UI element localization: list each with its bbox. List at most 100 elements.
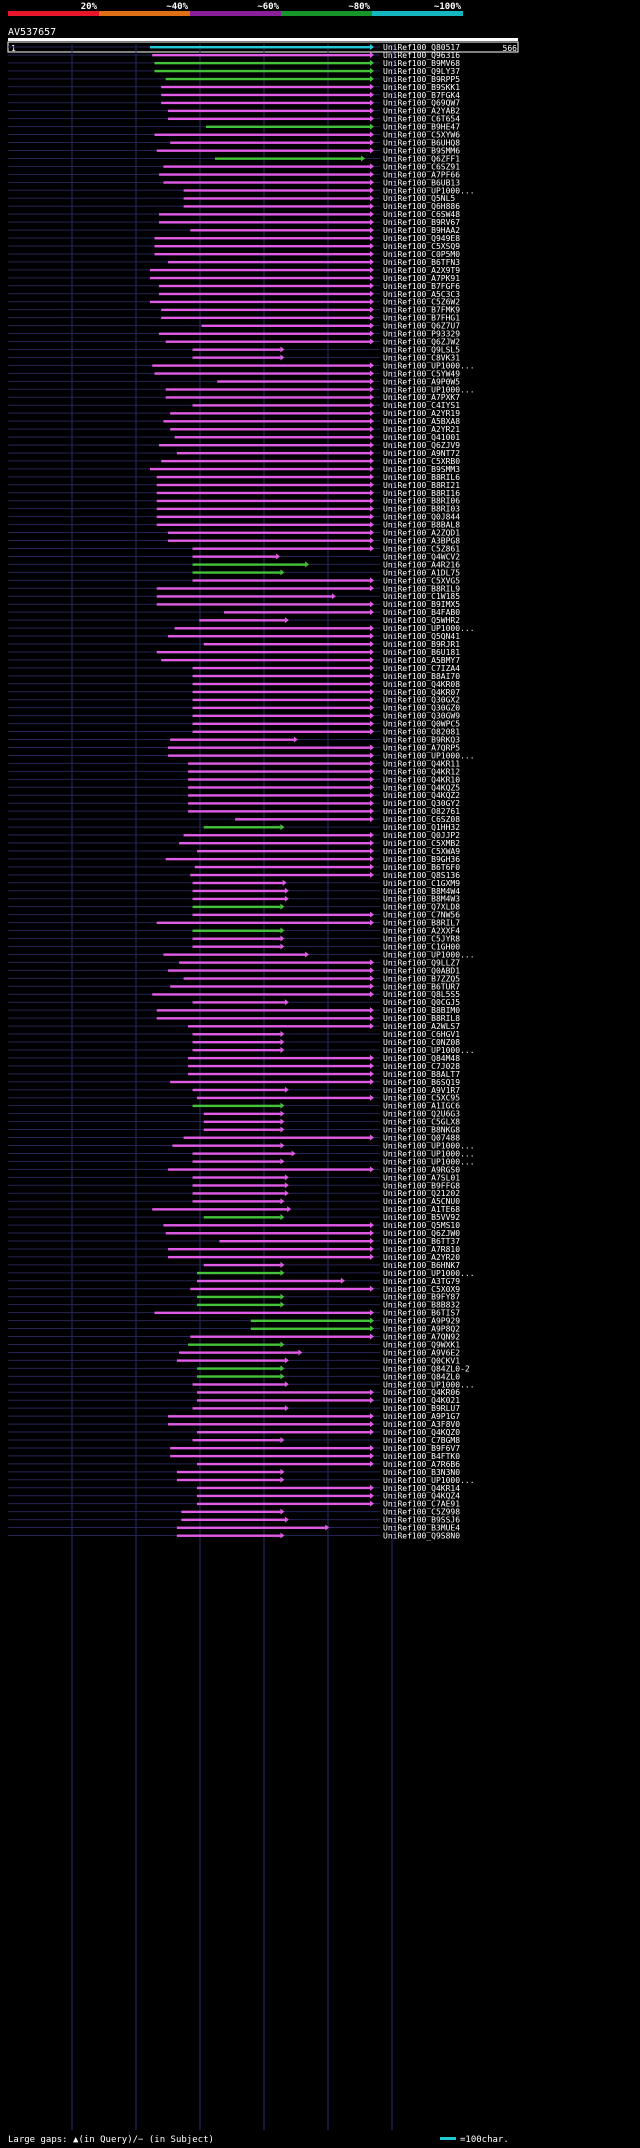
hit-bar[interactable]	[158, 173, 370, 176]
hit-label[interactable]: UniRef100_Q4K021	[383, 1396, 460, 1405]
hit-label[interactable]: UniRef100_B8RI06	[383, 497, 460, 506]
hit-label[interactable]: UniRef100_B8NKG8	[383, 1126, 460, 1135]
hit-label[interactable]: UniRef100_Q96316	[383, 51, 460, 60]
hit-bar[interactable]	[179, 1351, 299, 1354]
hit-label[interactable]: UniRef100_C7BGM8	[383, 1436, 460, 1445]
hit-label[interactable]: UniRef100_Q84ZL0	[383, 1372, 460, 1381]
hit-label[interactable]: UniRef100_UP1000...	[383, 361, 475, 370]
hit-bar[interactable]	[170, 412, 370, 415]
hit-bar[interactable]	[192, 730, 370, 733]
hit-bar[interactable]	[197, 1431, 370, 1434]
hit-label[interactable]: UniRef100_B7FMK9	[383, 306, 460, 315]
hit-label[interactable]: UniRef100_Q6ZJV9	[383, 441, 460, 450]
hit-bar[interactable]	[188, 1064, 370, 1068]
hit-bar[interactable]	[192, 698, 370, 702]
hit-label[interactable]: UniRef100_A2YR21	[383, 425, 460, 434]
hit-bar[interactable]	[188, 770, 370, 773]
hit-bar[interactable]	[161, 658, 370, 662]
hit-label[interactable]: UniRef100_Q5QN41	[383, 632, 460, 641]
hit-bar[interactable]	[190, 1287, 370, 1291]
hit-bar[interactable]	[250, 1319, 370, 1322]
hit-bar[interactable]	[165, 388, 370, 391]
hit-bar[interactable]	[150, 300, 370, 304]
hit-bar[interactable]	[154, 1311, 370, 1315]
hit-bar[interactable]	[158, 332, 370, 335]
hit-bar[interactable]	[192, 563, 306, 566]
hit-label[interactable]: UniRef100_A7R6B6	[383, 1460, 460, 1469]
hit-label[interactable]: UniRef100_Q4KR08	[383, 680, 460, 689]
hit-label[interactable]: UniRef100_B9GH36	[383, 855, 460, 864]
hit-label[interactable]: UniRef100_Q0J844	[383, 513, 460, 522]
hit-label[interactable]: UniRef100_C6HGV1	[383, 1030, 460, 1039]
hit-bar[interactable]	[192, 1200, 281, 1203]
hit-label[interactable]: UniRef100_B9FFG8	[383, 1181, 460, 1190]
hit-label[interactable]: UniRef100_A2X9T9	[383, 266, 460, 275]
hit-label[interactable]: UniRef100_B9RJR1	[383, 640, 460, 649]
hit-bar[interactable]	[152, 364, 370, 367]
hit-label[interactable]: UniRef100_B8M4W4	[383, 887, 460, 896]
hit-label[interactable]: UniRef100_B9RLU7	[383, 1404, 460, 1413]
hit-bar[interactable]	[199, 619, 285, 622]
hit-bar[interactable]	[192, 1383, 285, 1386]
hit-label[interactable]: UniRef100_Q41001	[383, 433, 460, 442]
hit-bar[interactable]	[197, 1486, 370, 1490]
hit-label[interactable]: UniRef100_UP1000...	[383, 1141, 475, 1150]
hit-label[interactable]: UniRef100_UP1000...	[383, 1269, 475, 1278]
hit-bar[interactable]	[176, 1478, 281, 1482]
hit-bar[interactable]	[170, 1454, 370, 1458]
hit-bar[interactable]	[156, 483, 370, 487]
hit-label[interactable]: UniRef100_C0P5M0	[383, 250, 460, 259]
hit-label[interactable]: UniRef100_C5YW49	[383, 369, 460, 378]
hit-bar[interactable]	[152, 53, 370, 57]
hit-label[interactable]: UniRef100_A7PXK7	[383, 393, 460, 402]
hit-bar[interactable]	[192, 547, 370, 550]
hit-label[interactable]: UniRef100_Q6ZJW2	[383, 338, 460, 347]
hit-label[interactable]: UniRef100_B8RIL8	[383, 1014, 460, 1023]
hit-label[interactable]: UniRef100_B9SMM6	[383, 146, 460, 155]
hit-label[interactable]: UniRef100_A5C3C3	[383, 290, 460, 299]
hit-bar[interactable]	[167, 1255, 370, 1259]
hit-bar[interactable]	[192, 722, 370, 725]
hit-label[interactable]: UniRef100_Q30GX2	[383, 696, 460, 705]
hit-label[interactable]: UniRef100_Q69QW7	[383, 99, 460, 108]
hit-label[interactable]: UniRef100_B4FAB0	[383, 608, 460, 617]
hit-bar[interactable]	[188, 786, 370, 789]
hit-bar[interactable]	[192, 945, 281, 948]
hit-bar[interactable]	[183, 1136, 370, 1139]
hit-label[interactable]: UniRef100_B5VV92	[383, 1213, 460, 1222]
hit-label[interactable]: UniRef100_Q4KR06	[383, 1388, 460, 1397]
hit-label[interactable]: UniRef100_B8BAL8	[383, 521, 460, 530]
hit-label[interactable]: UniRef100_Q9LLZ7	[383, 958, 460, 967]
hit-bar[interactable]	[192, 913, 370, 917]
hit-bar[interactable]	[192, 1041, 281, 1044]
hit-label[interactable]: UniRef100_A9P0W5	[383, 377, 460, 386]
hit-label[interactable]: UniRef100_A2YAB2	[383, 107, 460, 116]
hit-bar[interactable]	[176, 1534, 281, 1537]
hit-label[interactable]: UniRef100_A5BXA8	[383, 417, 460, 426]
hit-label[interactable]: UniRef100_Q0ABD1	[383, 966, 460, 975]
hit-bar[interactable]	[192, 929, 281, 932]
hit-bar[interactable]	[183, 189, 370, 192]
hit-bar[interactable]	[183, 834, 370, 837]
hit-label[interactable]: UniRef100_B9RV67	[383, 218, 460, 227]
hit-bar[interactable]	[158, 221, 370, 224]
hit-label[interactable]: UniRef100_A2ZQD1	[383, 529, 460, 538]
hit-label[interactable]: UniRef100_UP1000...	[383, 1046, 475, 1055]
hit-label[interactable]: UniRef100_Q0WPC5	[383, 720, 460, 729]
hit-label[interactable]: UniRef100_A2XXF4	[383, 927, 460, 936]
hit-label[interactable]: UniRef100_B6T6F0	[383, 863, 460, 872]
hit-label[interactable]: UniRef100_A5CNU0	[383, 1197, 460, 1206]
hit-label[interactable]: UniRef100_B9MV68	[383, 59, 460, 68]
hit-label[interactable]: UniRef100_C7NW56	[383, 911, 460, 920]
hit-label[interactable]: UniRef100_A7R810	[383, 1245, 460, 1254]
hit-bar[interactable]	[156, 595, 332, 598]
hit-bar[interactable]	[192, 579, 370, 582]
hit-label[interactable]: UniRef100_Q30GW9	[383, 712, 460, 721]
hit-label[interactable]: UniRef100_Q8L5S5	[383, 990, 460, 999]
hit-label[interactable]: UniRef100_Q4KQZ0	[383, 1428, 460, 1437]
hit-label[interactable]: UniRef100_B6TUR7	[383, 982, 460, 991]
hit-label[interactable]: UniRef100_B8RI03	[383, 505, 460, 514]
hit-bar[interactable]	[154, 61, 370, 65]
hit-label[interactable]: UniRef100_C5GLX8	[383, 1118, 460, 1127]
hit-bar[interactable]	[161, 308, 370, 312]
